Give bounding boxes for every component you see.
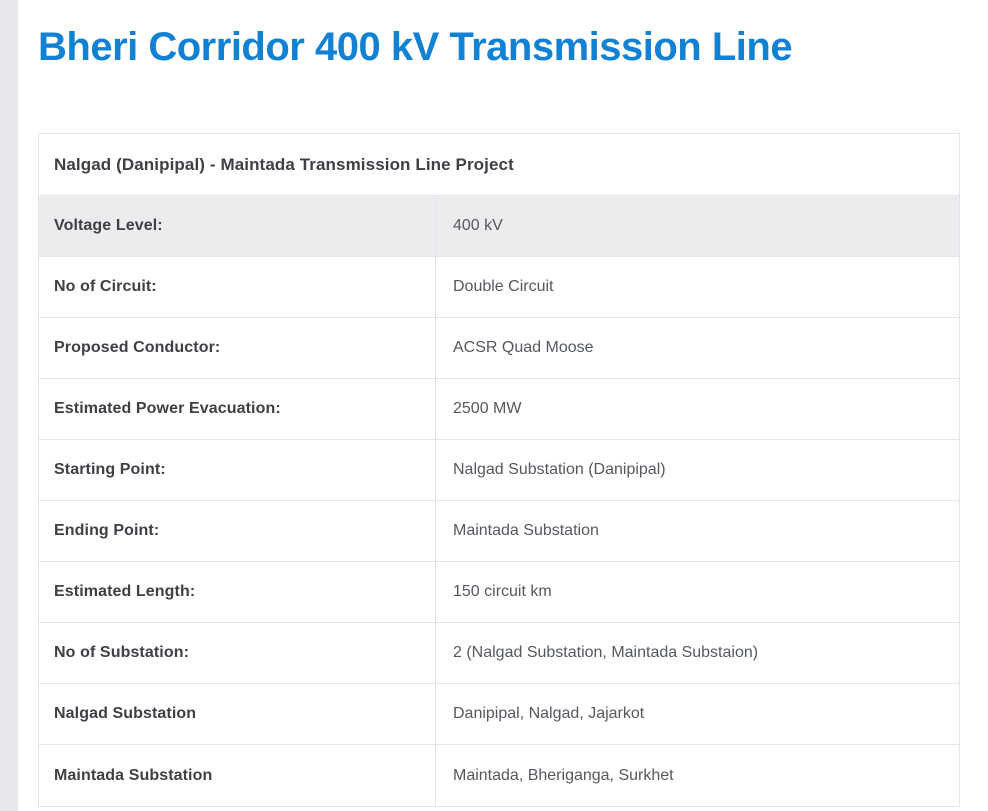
table-row-no-of-substation: No of Substation: 2 (Nalgad Substation, … [39, 623, 959, 684]
article-content: Bheri Corridor 400 kV Transmission Line … [38, 0, 960, 807]
row-value: Double Circuit [435, 257, 959, 317]
row-value: 2 (Nalgad Substation, Maintada Substaion… [435, 623, 959, 683]
table-row-voltage-level: Voltage Level: 400 kV [39, 196, 959, 257]
table-row-estimated-power-evacuation: Estimated Power Evacuation: 2500 MW [39, 379, 959, 440]
row-value: Danipipal, Nalgad, Jajarkot [435, 684, 959, 744]
table-row-nalgad-substation: Nalgad Substation Danipipal, Nalgad, Jaj… [39, 684, 959, 745]
row-label: Maintada Substation [54, 766, 213, 784]
table-row-estimated-length: Estimated Length: 150 circuit km [39, 562, 959, 623]
table-row-maintada-substation: Maintada Substation Maintada, Bheriganga… [39, 745, 959, 806]
table-row-proposed-conductor: Proposed Conductor: ACSR Quad Moose [39, 318, 959, 379]
row-label: Proposed Conductor: [54, 339, 221, 356]
row-value: 2500 MW [435, 379, 959, 439]
row-value: Maintada Substation [435, 501, 959, 561]
table-header-project-name: Nalgad (Danipipal) - Maintada Transmissi… [39, 134, 959, 196]
row-label: Starting Point: [54, 461, 166, 478]
row-label: Nalgad Substation [54, 705, 197, 722]
row-label: Estimated Length: [54, 583, 196, 600]
left-page-gutter [0, 0, 18, 811]
row-label: No of Substation: [54, 644, 190, 661]
row-value: Maintada, Bheriganga, Surkhet [435, 745, 959, 806]
table-row-ending-point: Ending Point: Maintada Substation [39, 501, 959, 562]
table-row-starting-point: Starting Point: Nalgad Substation (Danip… [39, 440, 959, 501]
row-value: 150 circuit km [435, 562, 959, 622]
row-value: Nalgad Substation (Danipipal) [435, 440, 959, 500]
row-label: Estimated Power Evacuation: [54, 400, 281, 417]
row-label: No of Circuit: [54, 278, 157, 295]
row-label: Ending Point: [54, 522, 160, 539]
table-row-no-of-circuit: No of Circuit: Double Circuit [39, 257, 959, 318]
page-title: Bheri Corridor 400 kV Transmission Line [38, 25, 793, 69]
project-info-table: Nalgad (Danipipal) - Maintada Transmissi… [38, 133, 960, 807]
row-label: Voltage Level: [54, 217, 163, 234]
row-value: ACSR Quad Moose [435, 318, 959, 378]
row-value: 400 kV [435, 196, 959, 256]
